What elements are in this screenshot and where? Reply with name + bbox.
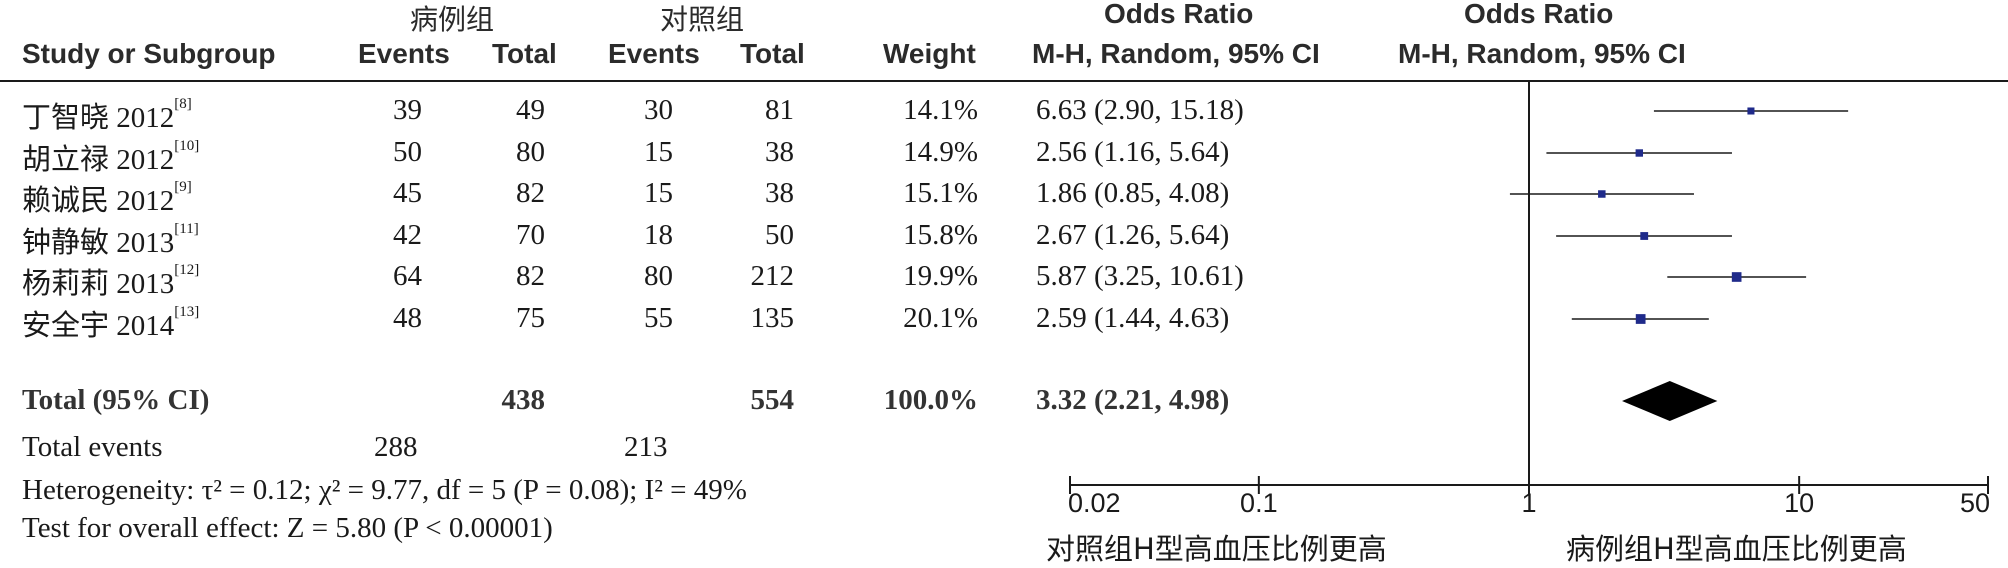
control-total-cell: 38 (765, 177, 794, 209)
ci-text-cell: 2.56 (1.16, 5.64) (1036, 136, 1230, 168)
control-total-cell: 135 (750, 302, 795, 334)
total-ci-text: 3.32 (2.21, 4.98) (1036, 384, 1230, 416)
total-case-total: 438 (501, 384, 546, 416)
case-total-cell: 80 (516, 136, 545, 168)
header-rule (0, 80, 2008, 82)
study-reference: [10] (174, 138, 200, 154)
weight-cell: 19.9% (903, 260, 978, 292)
control-events-cell: 15 (644, 177, 673, 209)
or-title-text: Odds Ratio (1104, 0, 1254, 29)
pooled-diamond (1622, 381, 1718, 421)
control-total-cell: 212 (750, 260, 795, 292)
control-events-cell: 15 (644, 136, 673, 168)
ci-text-cell: 2.67 (1.26, 5.64) (1036, 219, 1230, 251)
axis-left-caption: 对照组H型高血压比例更高 (1046, 532, 1387, 566)
study-point-marker (1747, 107, 1755, 115)
case-events-cell: 48 (393, 302, 422, 334)
study-name: 杨莉莉 2013 (22, 268, 175, 300)
control-group-header: 对照组 (660, 3, 745, 36)
control-total-cell: 50 (765, 219, 794, 251)
total-weight: 100.0% (883, 384, 978, 416)
case-events-cell: 42 (393, 219, 422, 251)
study-point-marker (1731, 272, 1742, 282)
case-total-cell: 82 (516, 260, 545, 292)
or-method-plot: M-H, Random, 95% CI (1398, 38, 1686, 69)
study-point-marker (1598, 190, 1606, 198)
weight-cell: 15.1% (903, 177, 978, 209)
study-reference: [11] (174, 221, 199, 237)
study-name: 胡立禄 2012 (22, 144, 175, 176)
study-name-cell: 钟静敏 2013[11] (22, 219, 199, 261)
study-reference: [8] (174, 96, 192, 112)
x-tick-label: 50 (1959, 488, 1990, 518)
weight-cell: 15.8% (903, 219, 978, 251)
overall-effect-text: Test for overall effect: Z = 5.80 (P < 0… (22, 512, 553, 544)
total-events-label: Total events (22, 431, 163, 463)
study-name: 丁智晓 2012 (22, 102, 175, 134)
study-name-cell: 赖诚民 2012[9] (22, 177, 192, 219)
or-method-text: M-H, Random, 95% CI (1032, 38, 1320, 69)
control-total-cell: 81 (765, 94, 794, 126)
study-point-marker (1635, 314, 1646, 324)
study-column-header: Study or Subgroup (22, 38, 276, 69)
control-events-cell: 18 (644, 219, 673, 251)
study-name-cell: 胡立禄 2012[10] (22, 136, 199, 178)
case-events-cell: 45 (393, 177, 422, 209)
case-total-cell: 49 (516, 94, 545, 126)
x-tick-label: 1 (1521, 488, 1537, 518)
case-total-cell: 70 (516, 219, 545, 251)
control-events-header: Events (608, 38, 700, 69)
study-name-cell: 丁智晓 2012[8] (22, 94, 192, 136)
study-reference: [9] (174, 179, 192, 195)
study-name: 钟静敏 2013 (22, 227, 175, 259)
weight-cell: 20.1% (903, 302, 978, 334)
case-events-cell: 64 (393, 260, 422, 292)
weight-cell: 14.9% (903, 136, 978, 168)
ci-text-cell: 1.86 (0.85, 4.08) (1036, 177, 1230, 209)
ci-text-cell: 6.63 (2.90, 15.18) (1036, 94, 1244, 126)
total-control-total: 554 (750, 384, 795, 416)
study-point-marker (1635, 149, 1643, 157)
study-name-cell: 安全宇 2014[13] (22, 302, 199, 344)
study-reference: [13] (174, 304, 200, 320)
study-point-marker (1640, 232, 1649, 240)
case-events-cell: 50 (393, 136, 422, 168)
weight-header: Weight (883, 38, 976, 69)
control-total-header: Total (740, 38, 805, 69)
case-total-cell: 82 (516, 177, 545, 209)
heterogeneity-text: Heterogeneity: τ² = 0.12; χ² = 9.77, df … (22, 474, 747, 506)
case-total-cell: 75 (516, 302, 545, 334)
total-events-control: 213 (624, 431, 668, 463)
axis-right-caption: 病例组H型高血压比例更高 (1566, 532, 1907, 566)
control-total-cell: 38 (765, 136, 794, 168)
case-events-header: Events (358, 38, 450, 69)
total-events-case: 288 (374, 431, 418, 463)
ci-text-cell: 5.87 (3.25, 10.61) (1036, 260, 1244, 292)
study-name-cell: 杨莉莉 2013[12] (22, 260, 199, 302)
case-events-cell: 39 (393, 94, 422, 126)
or-title-plot: Odds Ratio (1464, 0, 1614, 29)
x-tick-label: 10 (1784, 488, 1815, 518)
study-name: 赖诚民 2012 (22, 185, 175, 217)
control-events-cell: 80 (644, 260, 673, 292)
control-events-cell: 55 (644, 302, 673, 334)
x-tick-label: 0.02 (1068, 488, 1121, 518)
total-label: Total (95% CI) (22, 384, 210, 416)
weight-cell: 14.1% (903, 94, 978, 126)
case-group-header: 病例组 (410, 3, 495, 36)
ci-text-cell: 2.59 (1.44, 4.63) (1036, 302, 1230, 334)
control-events-cell: 30 (644, 94, 673, 126)
study-reference: [12] (174, 262, 200, 278)
case-total-header: Total (492, 38, 557, 69)
study-name: 安全宇 2014 (22, 310, 175, 342)
x-tick-label: 0.1 (1240, 488, 1278, 518)
